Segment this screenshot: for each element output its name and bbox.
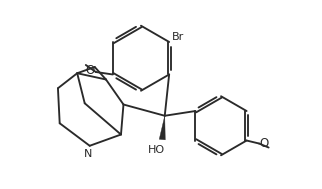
Polygon shape: [159, 116, 165, 140]
Text: Br: Br: [172, 33, 184, 43]
Text: N: N: [84, 149, 93, 159]
Text: O: O: [260, 137, 269, 150]
Text: O: O: [85, 64, 94, 77]
Text: HO: HO: [148, 145, 165, 155]
